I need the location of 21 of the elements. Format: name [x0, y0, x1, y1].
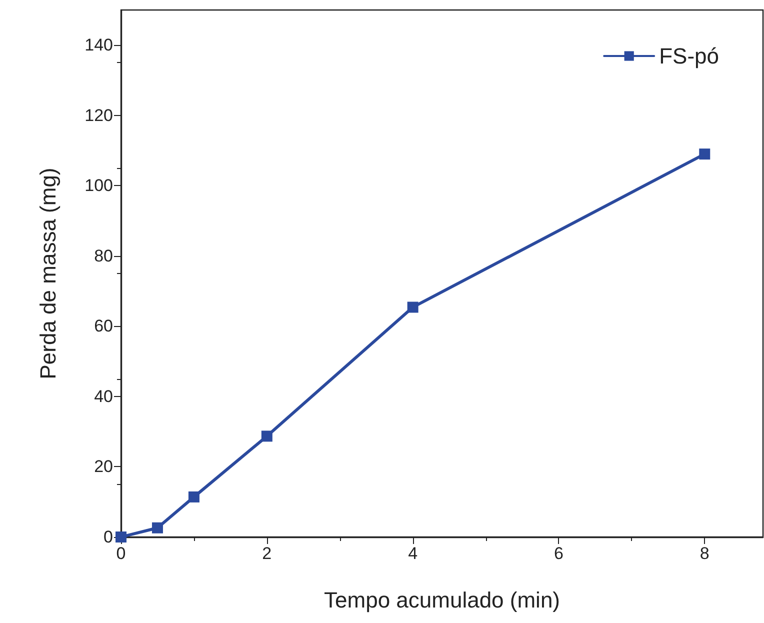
- y-axis-title: Perda de massa (mg): [36, 168, 60, 380]
- x-axis-title: Tempo acumulado (min): [324, 588, 560, 612]
- y-tick-label: 20: [94, 457, 113, 476]
- point: [407, 302, 418, 313]
- point: [152, 522, 163, 534]
- x-tick-label: 4: [408, 544, 418, 563]
- y-tick-label: 0: [104, 528, 113, 546]
- y-tick-label: 40: [94, 386, 113, 406]
- point: [699, 148, 710, 160]
- x-tick-label: 8: [700, 544, 710, 563]
- x-tick-label: 0: [116, 544, 126, 563]
- y-tick-label: 100: [84, 176, 113, 196]
- point: [261, 430, 272, 442]
- y-tick-label: 60: [94, 316, 113, 336]
- legend-label: FS-pó: [659, 44, 720, 68]
- y-tick-label: 120: [84, 106, 113, 125]
- y-tick-label: 80: [94, 246, 113, 266]
- y-tick-label: 140: [84, 36, 113, 55]
- x-tick-label: 6: [554, 544, 564, 563]
- point: [188, 491, 200, 502]
- x-tick-label: 2: [262, 544, 272, 563]
